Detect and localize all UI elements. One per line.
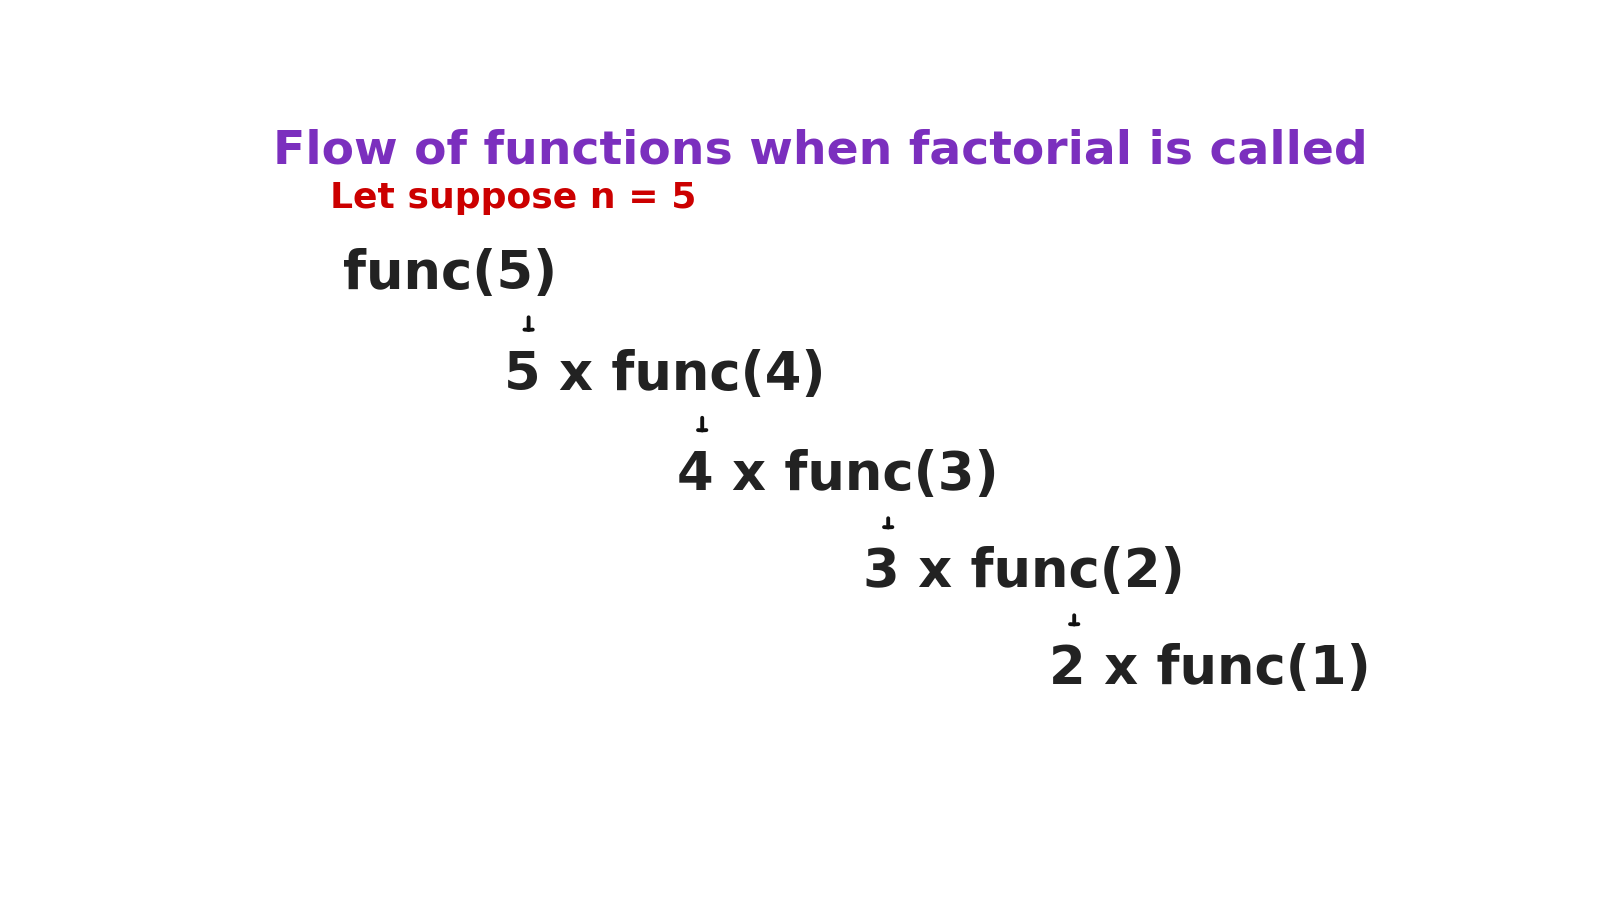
Text: 4 x func(3): 4 x func(3) — [677, 449, 998, 501]
Text: 2 x func(1): 2 x func(1) — [1050, 644, 1371, 696]
Text: func(5): func(5) — [342, 248, 557, 301]
Text: 3 x func(2): 3 x func(2) — [864, 546, 1186, 598]
Text: Let suppose n = 5: Let suppose n = 5 — [330, 181, 696, 215]
Text: 5 x func(4): 5 x func(4) — [504, 349, 826, 400]
Text: Flow of functions when factorial is called: Flow of functions when factorial is call… — [272, 129, 1368, 174]
